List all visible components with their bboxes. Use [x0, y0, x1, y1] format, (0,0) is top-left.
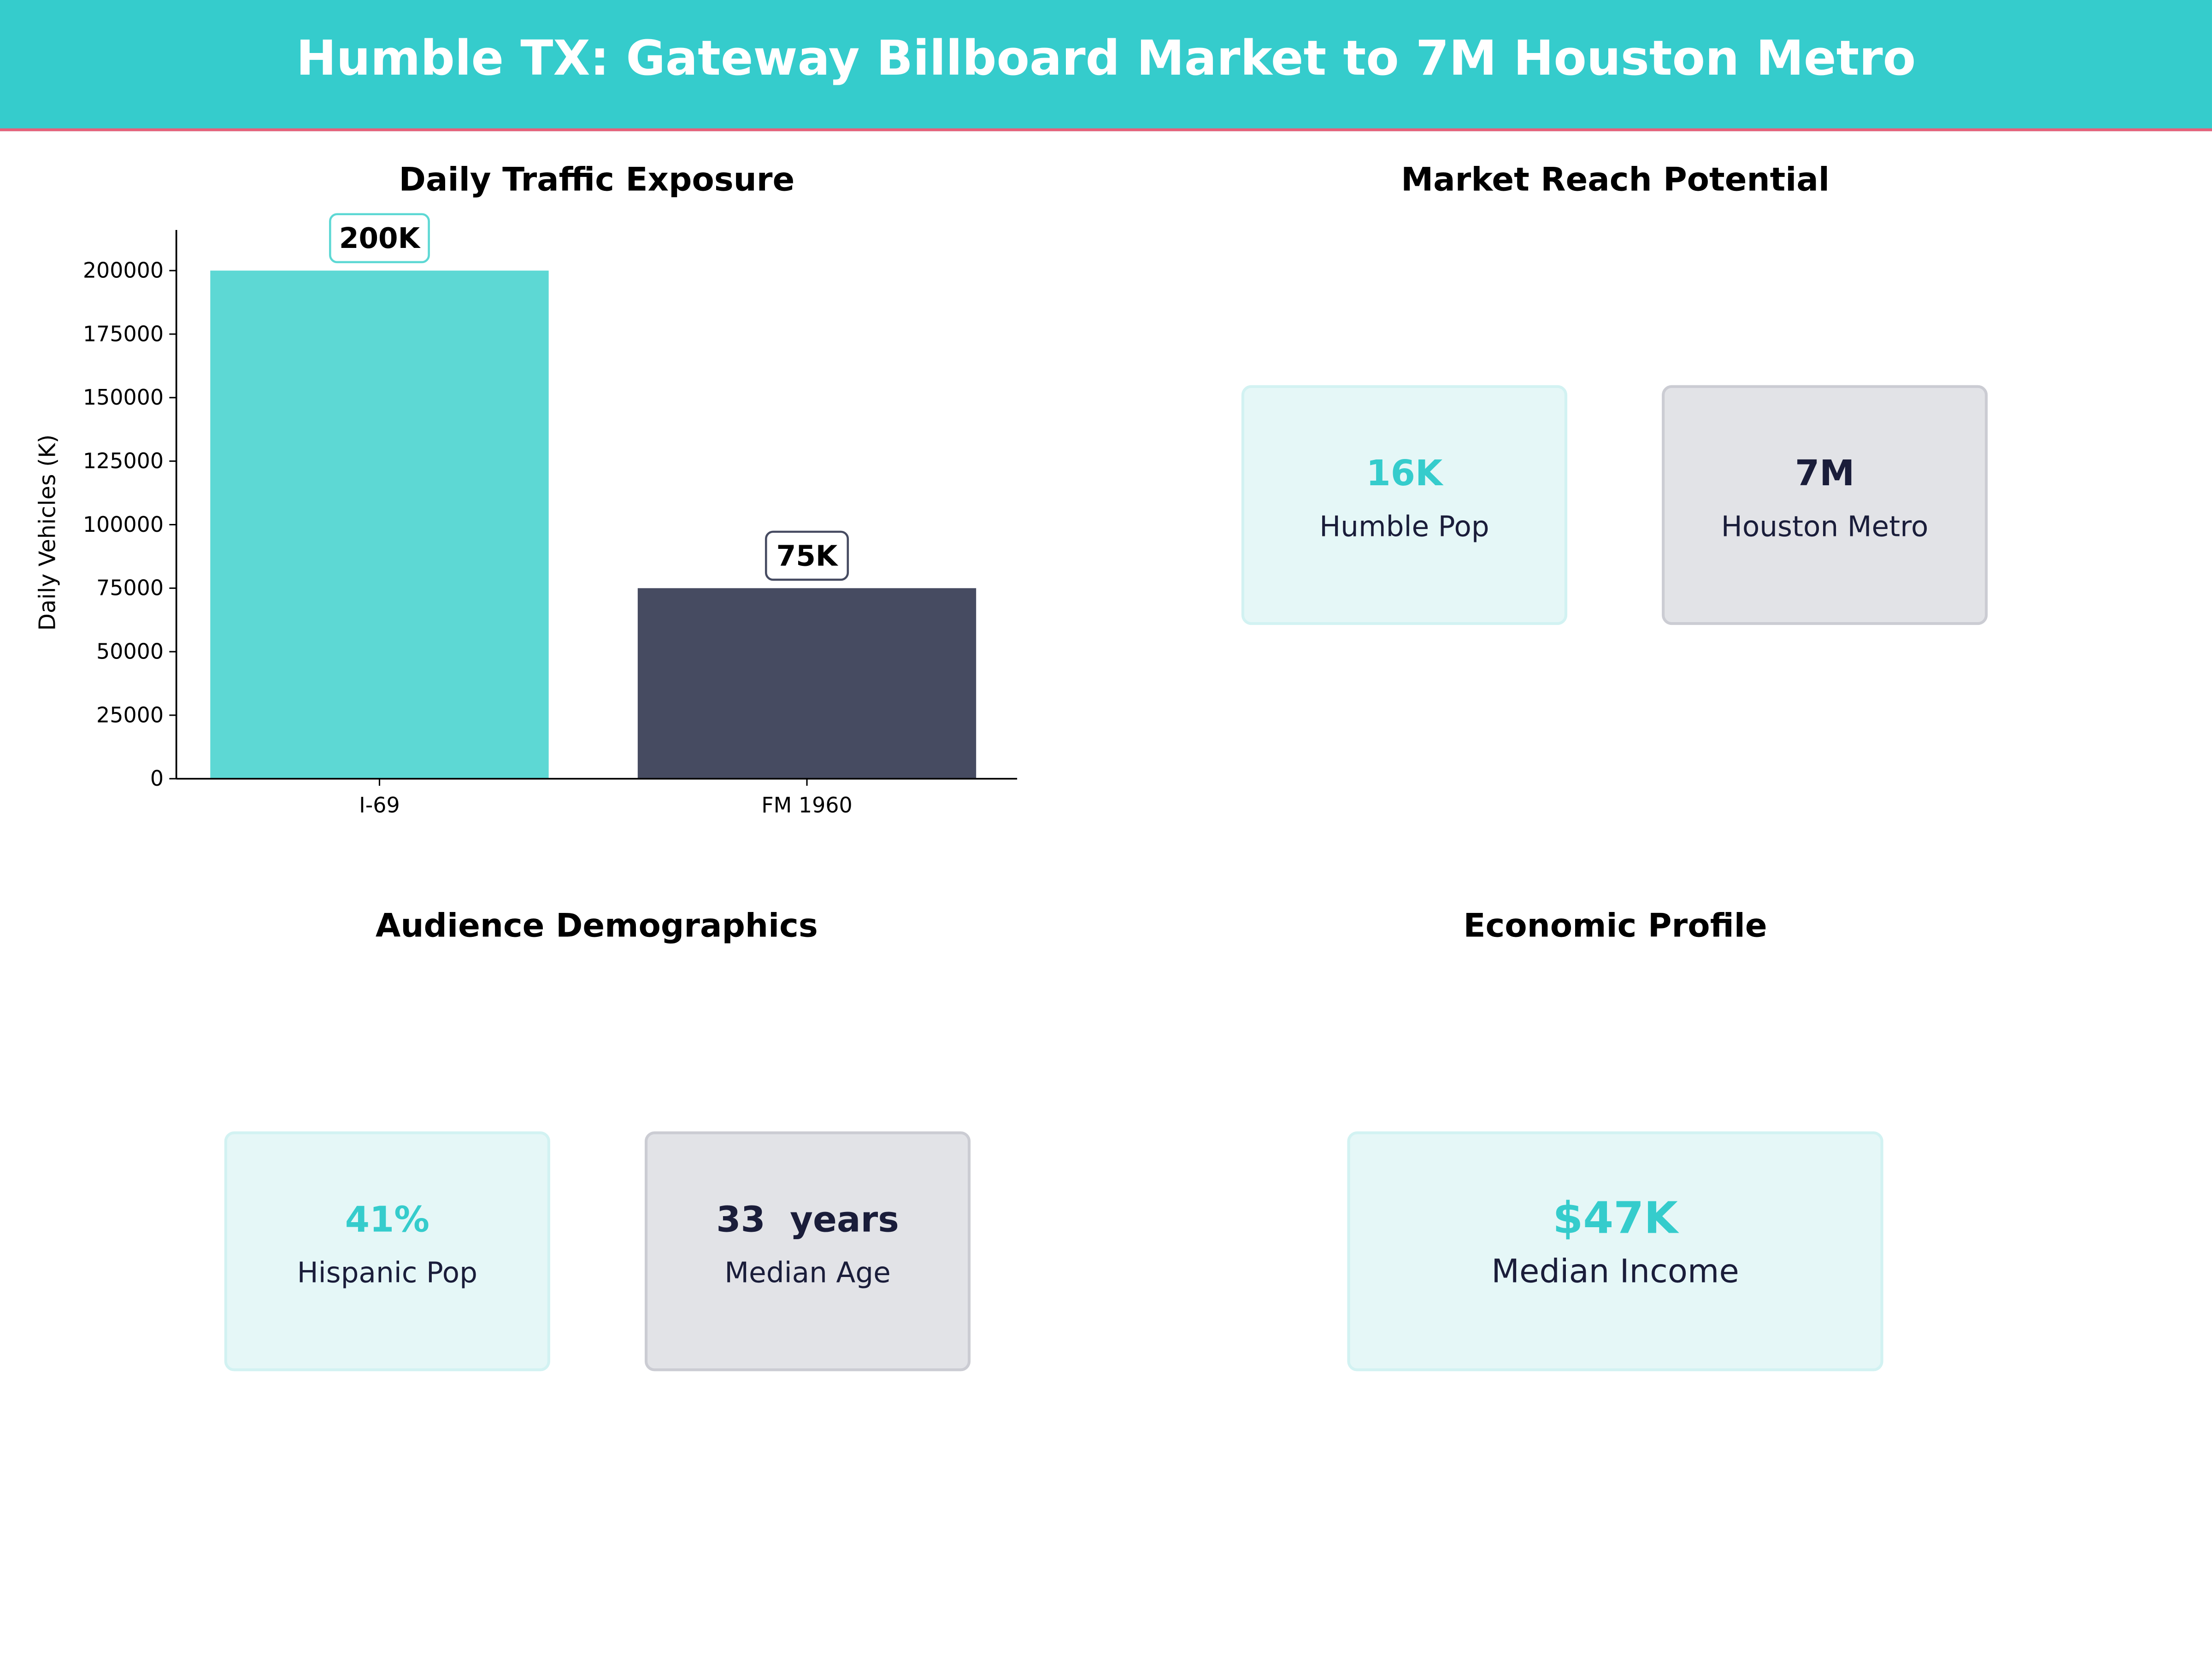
x-tick-label: I-69: [359, 793, 400, 818]
y-tick-label: 50000: [96, 639, 164, 664]
card-value: 41%: [345, 1199, 429, 1240]
y-tick-label: 150000: [83, 385, 164, 410]
y-tick-label: 125000: [83, 448, 164, 473]
y-axis-label: Daily Vehicles (K): [34, 435, 60, 631]
page-title: Humble TX: Gateway Billboard Market to 7…: [296, 31, 1916, 88]
y-tick-label: 0: [150, 766, 164, 791]
y-tick-label: 25000: [96, 702, 164, 727]
card-value: 16K: [1366, 453, 1443, 494]
hispanic-pop-card: 41% Hispanic Pop: [224, 1131, 550, 1371]
bar-i-69: [210, 271, 549, 779]
card-value: $47K: [1553, 1193, 1678, 1244]
x-tick-label: FM 1960: [761, 793, 852, 818]
median-age-card: 33 years Median Age: [644, 1131, 971, 1371]
houston-metro-card: 7M Houston Metro: [1662, 385, 1988, 625]
data-label-box: [765, 530, 849, 581]
card-value: 7M: [1794, 453, 1855, 494]
card-label: Hispanic Pop: [297, 1255, 477, 1289]
card-label: Median Age: [724, 1255, 891, 1289]
data-label: 200K: [339, 222, 421, 255]
card-label: Houston Metro: [1721, 509, 1929, 543]
economic-profile-title: Economic Profile: [1463, 908, 1767, 946]
card-value: 33 years: [716, 1199, 899, 1240]
market-reach-title: Market Reach Potential: [1401, 162, 1830, 199]
bar-fm-1960: [637, 588, 977, 779]
y-tick-label: 200000: [83, 258, 164, 282]
data-label: 75K: [777, 540, 839, 572]
traffic-bar-chart: I-69 200K FM 1960 75K 0 25000 50000 75000 100000…: [34, 213, 1018, 818]
y-tick-label: 100000: [83, 512, 164, 537]
card-label: Humble Pop: [1319, 509, 1489, 543]
humble-pop-card: 16K Humble Pop: [1241, 385, 1567, 625]
header-banner: Humble TX: Gateway Billboard Market to 7…: [0, 0, 2212, 131]
demographics-title: Audience Demographics: [375, 908, 818, 946]
traffic-chart-title: Daily Traffic Exposure: [399, 162, 795, 199]
data-label-box: [329, 213, 430, 264]
y-tick-label: 75000: [96, 576, 164, 600]
y-tick-label: 175000: [83, 321, 164, 346]
median-income-card: $47K Median Income: [1347, 1131, 1883, 1371]
card-label: Median Income: [1491, 1254, 1739, 1291]
